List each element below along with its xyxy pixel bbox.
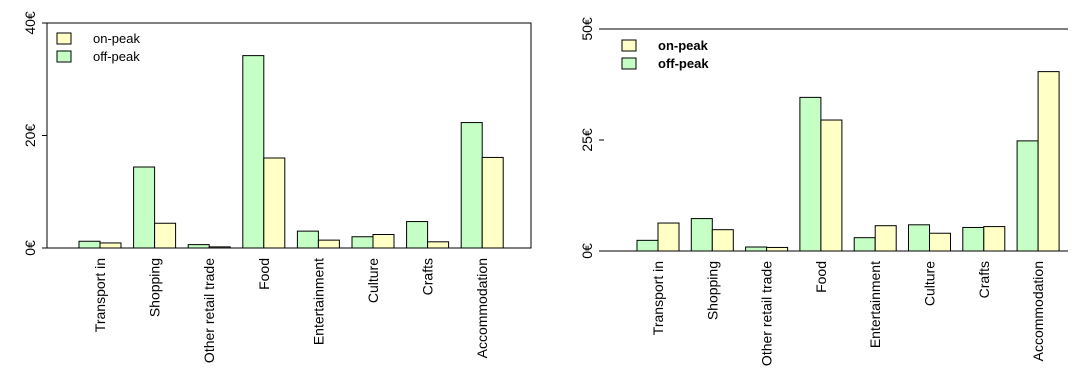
bar-on-peak: on-peak · Accommodation: 16.1 <box>481 156 504 249</box>
y-tick-label: 20€ <box>22 124 38 148</box>
bar-on-peak: on-peak · Crafts: 5.5 <box>983 226 1006 252</box>
bar-off-peak: off-peak · Shopping: 14.4 <box>133 166 156 249</box>
legend-off-peak-swatch <box>56 50 72 63</box>
bar-off-peak: off-peak · Other retail trade: 0.9 <box>745 246 768 252</box>
x-category-label: Accommodation <box>474 258 490 358</box>
x-category-label: Entertainment <box>867 261 883 348</box>
bar-on-peak: on-peak · Entertainment: 5.7 <box>874 225 897 252</box>
bar-off-peak: off-peak · Entertainment: 3 <box>296 230 319 249</box>
bar-on-peak: on-peak · Crafts: 1.1 <box>427 241 450 249</box>
bar-off-peak: off-peak · Food: 34.6 <box>799 96 822 252</box>
bar-off-peak: off-peak · Crafts: 5.3 <box>962 226 985 252</box>
legend-off-peak-label: off-peak <box>658 56 709 71</box>
bar-off-peak: off-peak · Food: 34.2 <box>242 55 265 249</box>
legend: on-peak off-peak <box>56 31 140 64</box>
bar-on-peak: on-peak · Other retail trade: 0.2 <box>208 246 231 249</box>
x-category-label: Accommodation <box>1030 261 1046 361</box>
y-tick-label: 25€ <box>579 128 595 152</box>
bar-on-peak: on-peak · Transport in: 6.3 <box>657 222 680 252</box>
bar-on-peak: on-peak · Food: 29.5 <box>820 119 843 252</box>
x-category-label: Food <box>813 261 829 293</box>
legend-on-peak-swatch <box>56 32 72 45</box>
x-category-label: Culture <box>365 258 381 303</box>
bar-on-peak: on-peak · Entertainment: 1.4 <box>317 239 340 249</box>
bar-on-peak: on-peak · Culture: 4 <box>929 232 951 252</box>
bar-on-peak: on-peak · Shopping: 4.8 <box>711 229 734 252</box>
y-tick-label: 0€ <box>579 243 595 259</box>
x-category-label: Crafts <box>420 258 436 295</box>
chart-2: 0€25€50€off-peak · Transport in: 2.4on-p… <box>579 17 1068 366</box>
bar-on-peak: on-peak · Accommodation: 40.4 <box>1037 71 1060 252</box>
bar-on-peak: on-peak · Food: 16 <box>263 157 286 249</box>
bar-off-peak: off-peak · Entertainment: 3 <box>853 237 876 252</box>
legend-off-peak-swatch <box>621 57 637 70</box>
x-category-label: Entertainment <box>310 258 326 345</box>
legend-on-peak-swatch <box>621 39 637 52</box>
bar-off-peak: off-peak · Culture: 5.9 <box>908 224 930 252</box>
y-tick-label: 40€ <box>22 11 38 35</box>
bar-on-peak: on-peak · Transport in: 0.9 <box>99 242 122 249</box>
x-category-label: Transport in <box>92 258 108 332</box>
x-category-label: Other retail trade <box>759 261 775 366</box>
bar-off-peak: off-peak · Accommodation: 22.3 <box>460 122 483 249</box>
bar-on-peak: on-peak · Other retail trade: 0.8 <box>766 246 789 252</box>
bar-off-peak: off-peak · Transport in: 2.4 <box>636 239 659 252</box>
x-category-label: Transport in <box>650 261 666 335</box>
bar-off-peak: off-peak · Transport in: 1.2 <box>78 240 101 249</box>
x-category-label: Crafts <box>976 261 992 298</box>
legend-off-peak-label: off-peak <box>93 49 140 64</box>
chart-1: 0€20€40€off-peak · Transport in: 1.2on-p… <box>22 11 532 363</box>
bar-off-peak: off-peak · Other retail trade: 0.6 <box>187 244 210 249</box>
bar-on-peak: on-peak · Culture: 2.4 <box>372 234 395 249</box>
bar-off-peak: off-peak · Crafts: 4.7 <box>406 221 429 249</box>
bar-off-peak: off-peak · Accommodation: 24.8 <box>1016 140 1039 252</box>
x-category-label: Culture <box>922 261 938 306</box>
bar-on-peak: on-peak · Shopping: 4.4 <box>154 222 177 249</box>
bar-off-peak: off-peak · Shopping: 7.3 <box>690 218 713 252</box>
x-category-label: Food <box>256 258 272 290</box>
x-category-label: Shopping <box>704 261 720 320</box>
x-category-label: Shopping <box>147 258 163 317</box>
legend-on-peak-label: on-peak <box>93 31 140 46</box>
legend: on-peak off-peak <box>621 38 709 71</box>
legend-on-peak-label: on-peak <box>658 38 709 53</box>
y-tick-label: 0€ <box>22 240 38 256</box>
bar-off-peak: off-peak · Culture: 2 <box>351 236 374 249</box>
x-category-label: Other retail trade <box>201 258 217 363</box>
y-tick-label: 50€ <box>579 17 595 41</box>
